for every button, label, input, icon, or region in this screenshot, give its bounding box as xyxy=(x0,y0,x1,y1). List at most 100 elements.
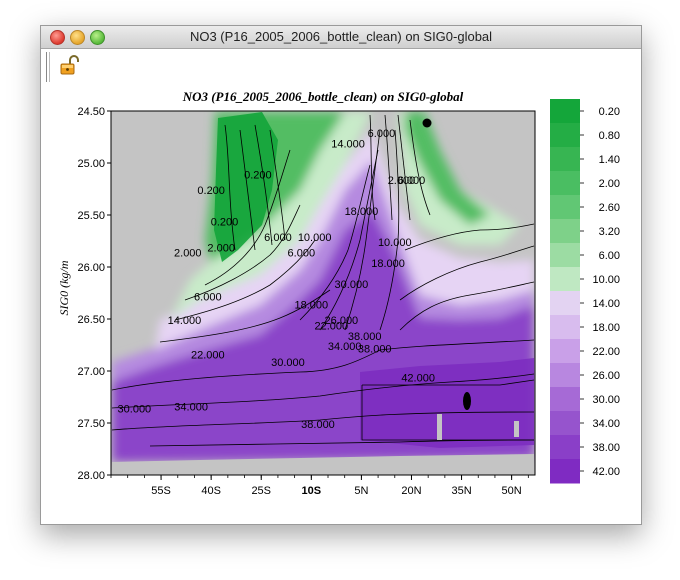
contour-label: 30.000 xyxy=(118,404,152,416)
chart-title: NO3 (P16_2005_2006_bottle_clean) on SIG0… xyxy=(182,89,464,104)
contour-label-text: 0.200 xyxy=(211,216,239,228)
contour-label-text: 18.000 xyxy=(294,300,328,312)
x-tick-label: 50N xyxy=(502,485,522,497)
contour-label-text: 14.000 xyxy=(168,315,202,327)
colorbar-swatch xyxy=(550,123,580,148)
contour-label: 42.000 xyxy=(401,372,435,384)
minimize-window-button[interactable] xyxy=(70,30,85,45)
colorbar-label: 10.00 xyxy=(592,274,620,286)
contour-label: 22.000 xyxy=(315,320,349,332)
colorbar-label: 42.00 xyxy=(592,466,620,478)
contour-label-text: 30.000 xyxy=(118,404,152,416)
y-tick-label: 25.50 xyxy=(77,210,105,222)
contour-label-text: 22.000 xyxy=(315,320,349,332)
colorbar-swatch xyxy=(550,147,580,172)
contour-label-text: 6.000 xyxy=(368,128,396,140)
contour-label: 6.000 xyxy=(194,291,222,303)
x-axis: 55S 40S 25S 10S 5N 20N 35N 50N xyxy=(110,475,529,497)
contour-label-text: 10.000 xyxy=(378,237,412,249)
no3-field-mid xyxy=(112,160,534,382)
contour-label-text: 0.200 xyxy=(197,185,225,197)
contour-label-text: 38.000 xyxy=(358,343,392,355)
contour-label: 6.000 xyxy=(368,128,396,140)
no3-field-saturated-green xyxy=(214,112,278,262)
no3-field-light xyxy=(155,130,534,350)
y-axis-label: SIG0 (kg/m xyxy=(57,260,71,315)
contour-label-text: 2.000 xyxy=(388,175,416,187)
colorbar-swatch xyxy=(550,435,580,460)
colorbar-label: 2.00 xyxy=(599,178,620,190)
colorbar-swatch xyxy=(550,243,580,268)
contour-label-text: 22.000 xyxy=(191,350,225,362)
colorbar-swatch xyxy=(550,363,580,388)
colorbar-swatch xyxy=(550,267,580,292)
colorbar-swatch xyxy=(550,411,580,436)
colorbar-label: 26.00 xyxy=(592,370,620,382)
contour-label: 6.000 xyxy=(264,232,292,244)
contour-label-text: 30.000 xyxy=(271,357,305,369)
contour-label: 34.000 xyxy=(174,402,208,414)
contour-label: 14.000 xyxy=(331,138,365,150)
missing-gap-a xyxy=(437,414,442,440)
contour-label-text: 34.000 xyxy=(328,341,362,353)
contour-label: 38.000 xyxy=(301,419,335,431)
contour-label-text: 18.000 xyxy=(371,258,405,270)
contour-label: 26.000 xyxy=(325,315,359,327)
colorbar-swatch xyxy=(550,99,580,124)
contour-label-text: 6.000 xyxy=(194,291,222,303)
contour-label: 14.000 xyxy=(168,315,202,327)
contour-label: 2.000 xyxy=(174,248,202,260)
colorbar-swatch xyxy=(550,195,580,220)
colorbar-label: 6.00 xyxy=(599,250,620,262)
contour-label: 10.000 xyxy=(298,232,332,244)
contour-label: 0.200 xyxy=(197,185,225,197)
contour-label: 22.000 xyxy=(191,350,225,362)
x-tick-label: 40S xyxy=(201,485,221,497)
y-tick-label: 26.50 xyxy=(77,314,105,326)
x-tick-label: 35N xyxy=(451,485,471,497)
y-tick-label: 27.00 xyxy=(77,366,105,378)
contour-label-text: 34.000 xyxy=(174,402,208,414)
contour-label-text: 2.000 xyxy=(174,248,202,260)
x-tick-label: 5N xyxy=(354,485,368,497)
colorbar-swatch xyxy=(550,315,580,340)
contour-label-text: 6.000 xyxy=(398,175,426,187)
contour-label: 2.000 xyxy=(207,242,235,254)
y-tick-label: 26.00 xyxy=(77,262,105,274)
title-bar: NO3 (P16_2005_2006_bottle_clean) on SIG0… xyxy=(41,26,641,49)
contour-label-text: 0.200 xyxy=(244,170,272,182)
window-title: NO3 (P16_2005_2006_bottle_clean) on SIG0… xyxy=(189,29,493,44)
open-padlock-icon[interactable] xyxy=(59,55,79,77)
colorbar-label: 2.60 xyxy=(599,202,620,214)
x-tick-label: 20N xyxy=(401,485,421,497)
colorbar-swatch xyxy=(550,291,580,316)
data-point-marker xyxy=(422,118,432,128)
toolbar-grip-handle[interactable] xyxy=(46,52,50,82)
contour-label: 38.000 xyxy=(358,343,392,355)
contour-label-text: 2.000 xyxy=(207,242,235,254)
colorbar: 0.20 0.80 1.40 2.00 2.60 3.20 6.00 10.00 14.00 18… xyxy=(550,99,620,484)
y-tick-label: 24.50 xyxy=(77,106,105,118)
x-tick-label: 10S xyxy=(302,485,322,497)
contour-label-text: 6.000 xyxy=(264,232,292,244)
colorbar-label: 18.00 xyxy=(592,322,620,334)
colorbar-label: 0.20 xyxy=(599,106,620,118)
contour-label: 0.200 xyxy=(244,170,272,182)
y-tick-label: 27.50 xyxy=(77,418,105,430)
contour-label-text: 42.000 xyxy=(401,372,435,384)
zoom-window-button[interactable] xyxy=(90,30,105,45)
plot-frame xyxy=(110,110,536,476)
x-tick-label: 55S xyxy=(151,485,171,497)
contour-label-text: 18.000 xyxy=(345,206,379,218)
contour-label: 10.000 xyxy=(378,237,412,249)
contour-label: 18.000 xyxy=(371,258,405,270)
contour-label-text: 6.000 xyxy=(288,248,316,260)
contour-label: 6.000 xyxy=(398,175,426,187)
close-window-button[interactable] xyxy=(50,30,65,45)
colorbar-label: 22.00 xyxy=(592,346,620,358)
contour-label: 30.000 xyxy=(271,357,305,369)
missing-gap-b xyxy=(514,421,519,437)
